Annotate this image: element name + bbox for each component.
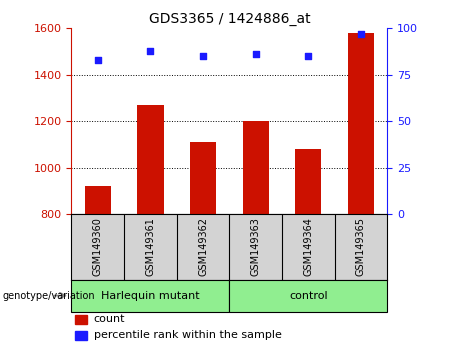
Text: GSM149361: GSM149361 — [145, 217, 155, 276]
Text: GSM149363: GSM149363 — [251, 217, 260, 276]
Text: GSM149364: GSM149364 — [303, 217, 313, 276]
Bar — [137, 105, 164, 214]
Text: percentile rank within the sample: percentile rank within the sample — [94, 330, 281, 340]
Bar — [295, 149, 321, 214]
Text: genotype/variation: genotype/variation — [2, 291, 95, 301]
Bar — [242, 121, 269, 214]
Point — [147, 48, 154, 53]
Point — [252, 51, 260, 57]
Bar — [190, 142, 216, 214]
Bar — [85, 186, 111, 214]
Bar — [71, 280, 229, 312]
Text: GSM149365: GSM149365 — [356, 217, 366, 276]
Point — [199, 53, 207, 59]
Point — [305, 53, 312, 59]
Bar — [229, 280, 387, 312]
Text: GSM149360: GSM149360 — [93, 217, 103, 276]
Text: count: count — [94, 314, 125, 324]
Point — [357, 31, 365, 37]
Bar — [75, 331, 87, 339]
Bar — [348, 33, 374, 214]
Point — [94, 57, 101, 63]
Text: control: control — [289, 291, 328, 301]
Text: Harlequin mutant: Harlequin mutant — [101, 291, 200, 301]
Title: GDS3365 / 1424886_at: GDS3365 / 1424886_at — [148, 12, 310, 26]
Text: GSM149362: GSM149362 — [198, 217, 208, 276]
Bar — [75, 315, 87, 324]
